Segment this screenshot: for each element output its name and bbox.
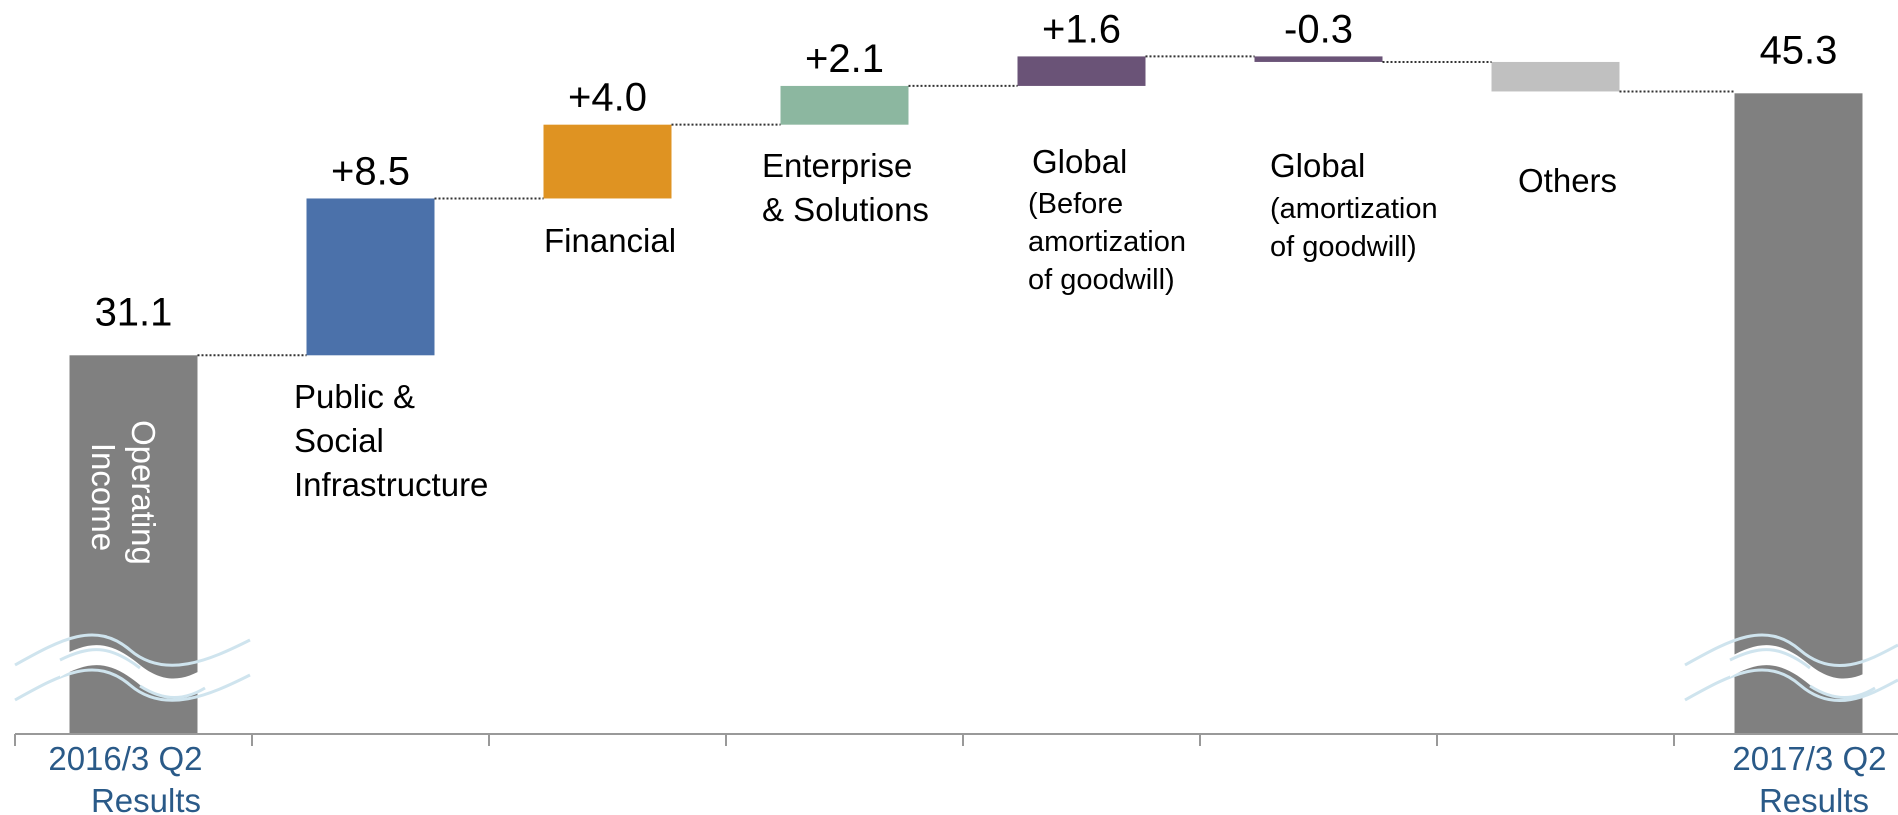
axis-break-left <box>14 633 251 702</box>
connector-lines <box>197 55 1735 357</box>
axis-label-start: 2016/3 Q2 Results <box>48 740 211 815</box>
value-label-step-0: +8.5 <box>331 149 410 193</box>
value-labels: 31.1 +8.5 +4.0 +2.1 +1.6 -0.3 45.3 <box>95 7 1838 334</box>
bar-step-5 <box>1491 61 1620 92</box>
bar-inner-label: Operating Income <box>85 420 162 574</box>
axis-breaks <box>14 633 1898 703</box>
value-label-start: 31.1 <box>95 290 173 334</box>
axis-break-right <box>1684 633 1898 703</box>
axis-label-end: 2017/3 Q2 Results <box>1732 740 1895 815</box>
x-axis-ticks <box>14 734 1675 746</box>
bar-end <box>1734 93 1863 734</box>
bar-step-3 <box>1017 56 1146 86</box>
bar-step-1 <box>543 124 672 199</box>
category-label-others: Others <box>1518 162 1617 199</box>
value-label-step-2: +2.1 <box>805 37 884 81</box>
value-label-step-3: +1.6 <box>1042 7 1121 51</box>
category-label-enterprise: Enterprise & Solutions <box>762 147 929 228</box>
value-label-step-4: -0.3 <box>1284 7 1353 51</box>
value-label-end: 45.3 <box>1760 28 1838 72</box>
category-label-global-amort: Global (amortization of goodwill) <box>1270 147 1442 263</box>
category-label-global-before: Global (Before amortization of goodwill) <box>1028 143 1190 296</box>
bar-step-0 <box>306 198 435 356</box>
category-label-financial: Financial <box>544 222 676 259</box>
value-label-step-1: +4.0 <box>568 76 647 120</box>
bar-step-2 <box>780 85 909 125</box>
category-label-public: Public & Social Infrastructure <box>294 378 488 503</box>
bar-step-4 <box>1254 56 1383 62</box>
